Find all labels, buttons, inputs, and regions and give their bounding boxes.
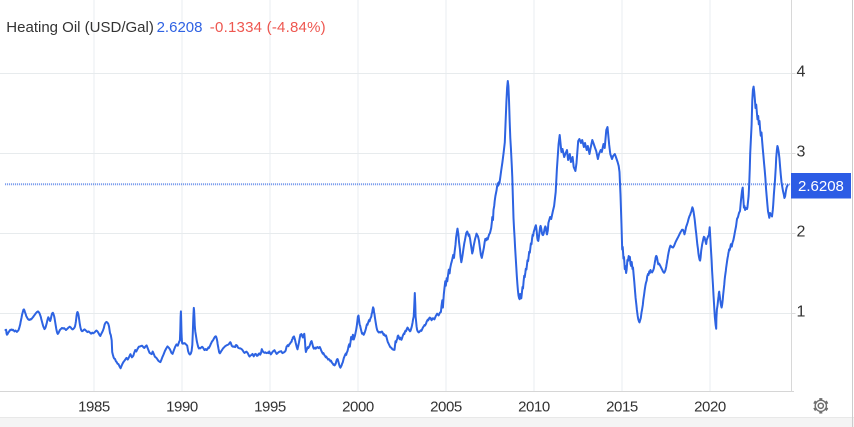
svg-text:2005: 2005 xyxy=(430,399,462,416)
svg-text:2015: 2015 xyxy=(606,399,638,416)
svg-text:1990: 1990 xyxy=(166,399,198,416)
svg-text:2020: 2020 xyxy=(694,399,726,416)
svg-text:2010: 2010 xyxy=(518,399,550,416)
svg-text:1: 1 xyxy=(797,304,806,321)
svg-text:1995: 1995 xyxy=(254,399,286,416)
svg-text:4: 4 xyxy=(797,64,806,81)
svg-text:1985: 1985 xyxy=(78,399,110,416)
svg-text:2.6208: 2.6208 xyxy=(157,19,203,36)
svg-text:Heating Oil (USD/Gal): Heating Oil (USD/Gal) xyxy=(6,19,154,36)
svg-text:2.6208: 2.6208 xyxy=(798,178,844,195)
svg-text:3: 3 xyxy=(797,144,806,161)
svg-text:2000: 2000 xyxy=(342,399,374,416)
svg-text:-0.1334 (-4.84%): -0.1334 (-4.84%) xyxy=(210,19,326,36)
svg-text:2: 2 xyxy=(797,224,806,241)
